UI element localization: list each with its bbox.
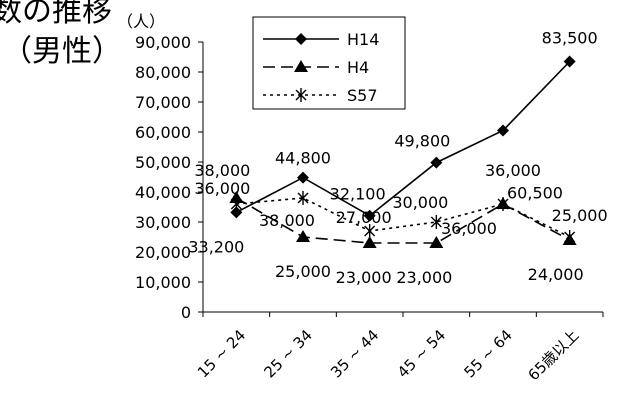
legend-label-h14: H14 bbox=[347, 30, 379, 49]
data-label-s57: 36,000 bbox=[485, 161, 541, 180]
data-point-s57 bbox=[230, 197, 242, 211]
legend-label-s57: S57 bbox=[347, 86, 378, 105]
series-line-h14 bbox=[235, 60, 571, 217]
data-label-h4: 24,000 bbox=[528, 265, 584, 284]
data-label-h14: 49,800 bbox=[394, 132, 450, 151]
data-label-h4: 25,000 bbox=[275, 262, 331, 281]
data-point-s57 bbox=[297, 191, 309, 205]
data-label-s57: 38,000 bbox=[259, 211, 315, 230]
y-tick-label: 40,000 bbox=[135, 183, 191, 202]
data-point-s57 bbox=[430, 215, 442, 229]
y-tick-label: 20,000 bbox=[135, 243, 191, 262]
data-label-s57: 27,000 bbox=[336, 208, 392, 227]
y-tick-label: 30,000 bbox=[135, 213, 191, 232]
y-tick-label: 50,000 bbox=[135, 153, 191, 172]
x-tick-label: 35 ~ 44 bbox=[327, 326, 382, 381]
data-label-s57: 25,000 bbox=[552, 206, 608, 225]
y-tick-label: 70,000 bbox=[135, 93, 191, 112]
y-tick-label: 10,000 bbox=[135, 273, 191, 292]
data-point-h14 bbox=[297, 171, 309, 184]
data-point-h14 bbox=[563, 55, 576, 68]
data-point-s57 bbox=[564, 230, 576, 244]
data-label-h4: 23,000 bbox=[336, 268, 392, 287]
x-tick-label: 25 ~ 34 bbox=[260, 326, 315, 381]
legend bbox=[252, 16, 406, 110]
data-point-s57 bbox=[497, 197, 509, 211]
data-label-h14: 44,800 bbox=[275, 149, 331, 168]
y-tick-label: 80,000 bbox=[135, 63, 191, 82]
y-tick-label: 60,000 bbox=[135, 123, 191, 142]
legend-label-h4: H4 bbox=[347, 58, 369, 77]
data-point-h4 bbox=[296, 230, 310, 242]
data-label-h4: 38,000 bbox=[194, 161, 250, 180]
x-tick-label: 45 ~ 54 bbox=[394, 326, 449, 381]
data-point-s57 bbox=[364, 224, 376, 238]
chart-title-fragment: 数の推移 bbox=[0, 0, 112, 29]
data-point-h14 bbox=[430, 156, 443, 169]
y-tick-label: 90,000 bbox=[135, 33, 191, 52]
legend-marker-h14 bbox=[295, 33, 307, 45]
data-point-h14 bbox=[497, 124, 509, 137]
data-point-h14 bbox=[230, 206, 243, 219]
chart-subtitle: （男性） bbox=[2, 34, 122, 69]
x-tick-label: 55 ~ 64 bbox=[460, 326, 515, 381]
data-label-h4: 36,000 bbox=[441, 219, 497, 238]
data-label-h14: 83,500 bbox=[542, 29, 598, 48]
data-label-h14: 60,500 bbox=[507, 184, 563, 203]
data-label-s57: 30,000 bbox=[392, 193, 448, 212]
data-point-h4 bbox=[429, 236, 444, 248]
x-tick-label: 65歳以上 bbox=[524, 326, 582, 384]
data-label-h4: 23,000 bbox=[396, 268, 452, 287]
legend-marker-s57 bbox=[295, 88, 307, 102]
data-label-h14: 33,200 bbox=[188, 237, 244, 256]
y-tick-label: 0 bbox=[181, 303, 191, 322]
x-tick-label: 15 ~ 24 bbox=[194, 326, 249, 381]
data-label-s57: 36,000 bbox=[194, 179, 250, 198]
data-point-h14 bbox=[363, 209, 376, 222]
data-point-h4 bbox=[362, 236, 377, 248]
legend-marker-h4 bbox=[294, 60, 308, 72]
y-axis-unit-label: （人） bbox=[117, 12, 166, 31]
series-line-h4 bbox=[235, 197, 571, 244]
data-label-h14: 32,100 bbox=[330, 185, 386, 204]
